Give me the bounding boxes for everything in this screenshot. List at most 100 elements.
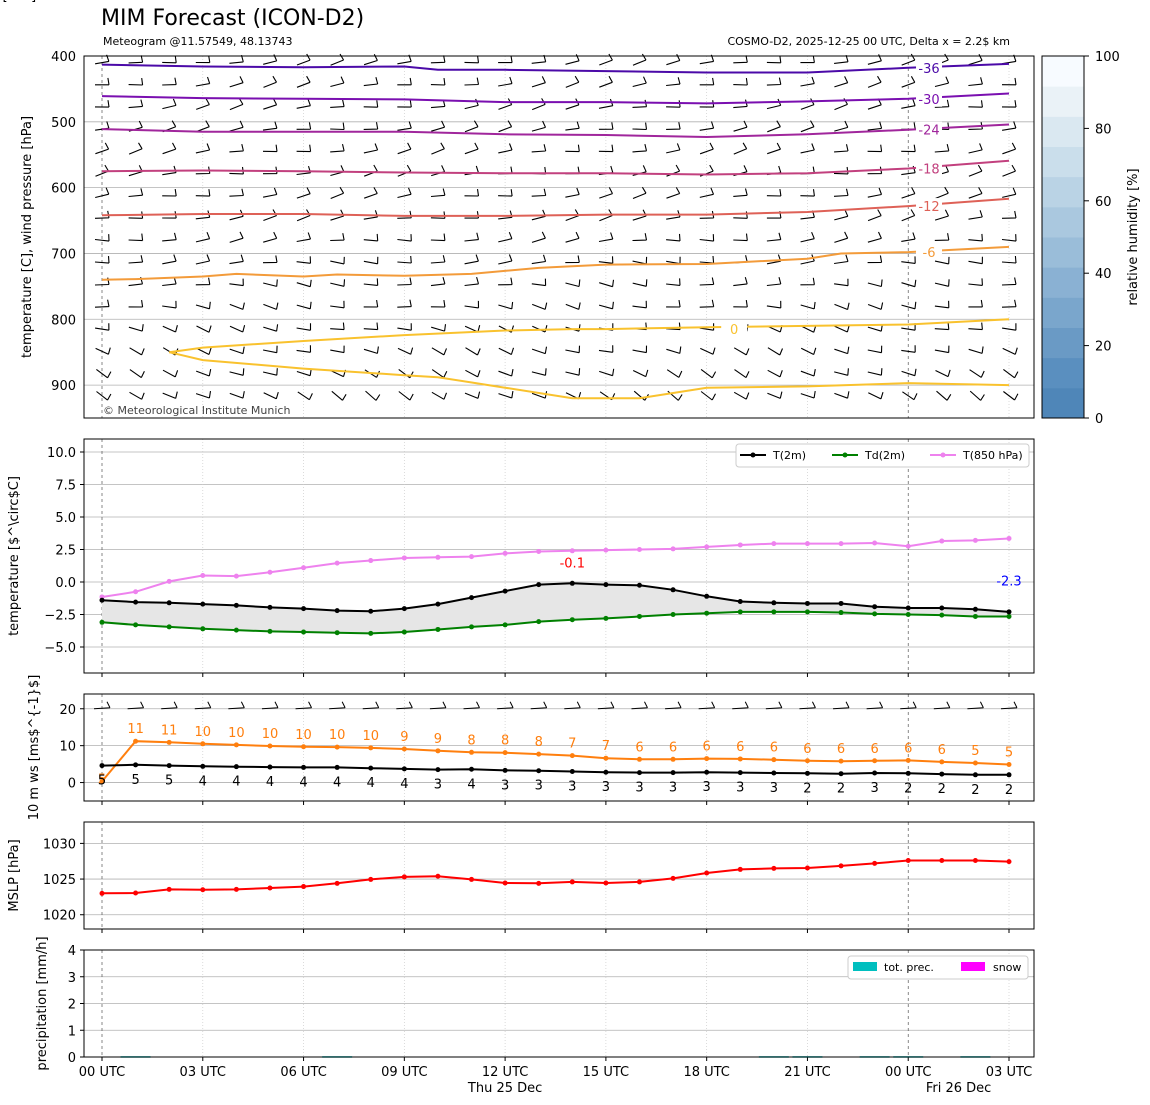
wind-value-label: 5	[98, 774, 106, 789]
wind-barb	[867, 54, 882, 65]
t2m-point	[267, 604, 273, 610]
wind-barb	[94, 234, 110, 242]
t2m-point	[704, 593, 710, 599]
wind-barb	[128, 324, 144, 332]
gusts-point	[569, 753, 575, 759]
wind-barb	[666, 369, 683, 378]
wind-barb	[901, 368, 917, 377]
panel-ylabel: MSLP [hPa]	[0, 0, 36, 4]
wind-speed-point	[133, 762, 139, 768]
wind-barb	[834, 278, 849, 287]
wind-barb	[733, 188, 748, 197]
xtick-label: 09 UTC	[381, 1065, 427, 1080]
wind-barb	[565, 121, 580, 131]
ytick-label: 20	[59, 703, 76, 718]
wind-barb	[1001, 210, 1017, 219]
legend-swatch-snow	[961, 962, 985, 971]
colorbar-band	[1042, 297, 1084, 328]
wind-barb	[430, 211, 446, 219]
wind-barb	[330, 345, 345, 354]
gusts-point	[603, 755, 609, 761]
gust-value-label: 7	[568, 737, 576, 752]
gust-value-label: 10	[362, 729, 379, 744]
wind-barb	[430, 300, 446, 308]
wind-barb	[936, 390, 952, 401]
wind-barb	[901, 144, 916, 153]
t850-point	[771, 541, 777, 547]
gust-value-label: 6	[635, 740, 643, 755]
wind-speed-point	[368, 765, 374, 771]
wind-barb	[733, 277, 748, 287]
wind-barb	[430, 277, 446, 287]
wind-barb	[867, 302, 884, 310]
wind-barb	[1001, 77, 1017, 86]
wind-barb	[296, 144, 312, 153]
wind-barb	[565, 302, 581, 310]
wind-barb	[397, 142, 412, 155]
location-subtitle: Meteogram @11.57549, 48.13743	[103, 35, 293, 48]
t850-point	[670, 546, 676, 552]
wind-barb	[229, 391, 245, 399]
surface-wind-barb	[698, 701, 716, 710]
panel-ylabel: MSLP [hPa]	[7, 839, 22, 911]
td2m-point	[670, 612, 676, 617]
wind-barb	[262, 121, 278, 131]
colorbar-frame	[1041, 55, 1085, 419]
colorbar-band	[1042, 206, 1084, 238]
wind-barb	[565, 54, 580, 65]
wind-barb	[498, 301, 514, 310]
t850-point	[401, 555, 407, 561]
td2m-point	[737, 609, 743, 615]
wind-barb	[363, 100, 379, 108]
wind-barb	[666, 210, 681, 220]
wind-barb	[330, 233, 345, 242]
surface-wind-barb	[765, 701, 783, 710]
wind-barb	[464, 120, 479, 133]
wind-barb	[229, 254, 244, 265]
wind-barb	[330, 279, 346, 287]
legend-entry: tot. prec.	[884, 961, 934, 974]
t850-point	[704, 544, 710, 550]
gusts-point	[166, 739, 172, 745]
wind-barb	[800, 76, 815, 87]
gust-value-label: 10	[295, 728, 312, 743]
wind-barb	[531, 368, 547, 376]
isotherm-line	[101, 92, 1010, 105]
wind-barb	[968, 210, 983, 220]
wind-barb	[94, 299, 110, 308]
wind-barb	[867, 187, 883, 198]
gusts-point	[334, 744, 340, 750]
wind-barb	[934, 279, 950, 287]
gusts-point	[972, 760, 978, 766]
gust-value-label: 5	[971, 744, 979, 759]
surface-wind-barb	[665, 701, 682, 710]
panel-frame	[83, 438, 1035, 674]
wind-barb	[397, 347, 414, 355]
wind-barb	[934, 143, 950, 153]
wind-barb	[397, 234, 412, 242]
wind-barb	[498, 391, 514, 399]
wind-speed-point	[1006, 772, 1012, 778]
wind-barb	[162, 325, 178, 333]
mslp-point	[771, 865, 777, 871]
t2m-point	[905, 605, 911, 611]
legend-entry: Td(2m)	[864, 449, 905, 462]
wind-barb	[1002, 164, 1016, 177]
t850-point	[737, 542, 743, 548]
wind-barb	[766, 300, 782, 309]
panel-frame	[83, 821, 1035, 930]
wind-barb	[565, 255, 580, 264]
td2m-point	[301, 629, 307, 635]
wind-barb	[968, 77, 983, 87]
wind-barb	[398, 391, 414, 401]
mslp-point	[401, 874, 407, 880]
ytick-label: 1020	[43, 909, 76, 924]
wind-barb	[699, 277, 715, 286]
xtick-label: 00 UTC	[885, 1065, 931, 1080]
wind-barb	[800, 189, 815, 197]
mslp-point	[502, 880, 508, 886]
gusts-point	[636, 756, 642, 762]
t850-point	[1006, 535, 1012, 541]
wind-barb	[465, 369, 481, 378]
t2m-point	[737, 599, 743, 604]
